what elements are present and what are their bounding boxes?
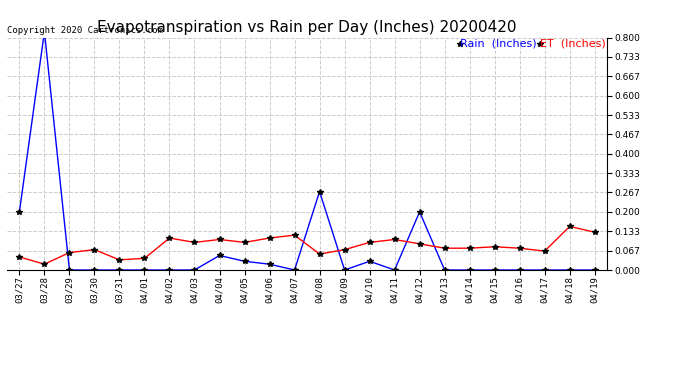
Rain  (Inches) (90, 268, 99, 272)
ET  (Inches) (591, 230, 599, 234)
Rain  (Inches) (40, 30, 48, 34)
ET  (Inches) (40, 262, 48, 266)
Rain  (Inches) (315, 189, 324, 194)
Rain  (Inches) (366, 259, 374, 264)
ET  (Inches) (240, 240, 248, 244)
ET  (Inches) (440, 246, 449, 250)
Rain  (Inches) (515, 268, 524, 272)
ET  (Inches) (491, 244, 499, 249)
Rain  (Inches) (290, 268, 299, 272)
ET  (Inches) (166, 236, 174, 240)
ET  (Inches) (540, 249, 549, 254)
Rain  (Inches) (166, 268, 174, 272)
ET  (Inches) (15, 255, 23, 259)
Rain  (Inches) (566, 268, 574, 272)
ET  (Inches) (290, 233, 299, 237)
Rain  (Inches) (591, 268, 599, 272)
ET  (Inches) (90, 248, 99, 252)
Rain  (Inches) (415, 210, 424, 214)
Text: Copyright 2020 Cartronics.com: Copyright 2020 Cartronics.com (7, 26, 163, 35)
ET  (Inches) (315, 252, 324, 256)
Rain  (Inches) (15, 210, 23, 214)
Rain  (Inches) (340, 268, 348, 272)
ET  (Inches) (66, 251, 74, 255)
Rain  (Inches) (215, 253, 224, 258)
ET  (Inches) (140, 256, 148, 261)
ET  (Inches) (415, 242, 424, 246)
ET  (Inches) (215, 237, 224, 242)
ET  (Inches) (566, 224, 574, 229)
ET  (Inches) (366, 240, 374, 244)
Rain  (Inches) (140, 268, 148, 272)
Rain  (Inches) (190, 268, 199, 272)
Rain  (Inches) (391, 268, 399, 272)
Rain  (Inches) (440, 268, 449, 272)
Rain  (Inches) (491, 268, 499, 272)
Rain  (Inches) (115, 268, 124, 272)
ET  (Inches) (266, 236, 274, 240)
Line: Rain  (Inches): Rain (Inches) (17, 29, 598, 273)
Rain  (Inches) (266, 262, 274, 266)
ET  (Inches) (340, 248, 348, 252)
Title: Evapotranspiration vs Rain per Day (Inches) 20200420: Evapotranspiration vs Rain per Day (Inch… (97, 20, 517, 35)
Rain  (Inches) (540, 268, 549, 272)
Rain  (Inches) (240, 259, 248, 264)
ET  (Inches) (115, 258, 124, 262)
ET  (Inches) (515, 246, 524, 250)
ET  (Inches) (466, 246, 474, 250)
ET  (Inches) (190, 240, 199, 244)
Line: ET  (Inches): ET (Inches) (17, 224, 598, 267)
Rain  (Inches) (66, 268, 74, 272)
Legend: Rain  (Inches), ET  (Inches): Rain (Inches), ET (Inches) (460, 39, 606, 49)
ET  (Inches) (391, 237, 399, 242)
Rain  (Inches) (466, 268, 474, 272)
